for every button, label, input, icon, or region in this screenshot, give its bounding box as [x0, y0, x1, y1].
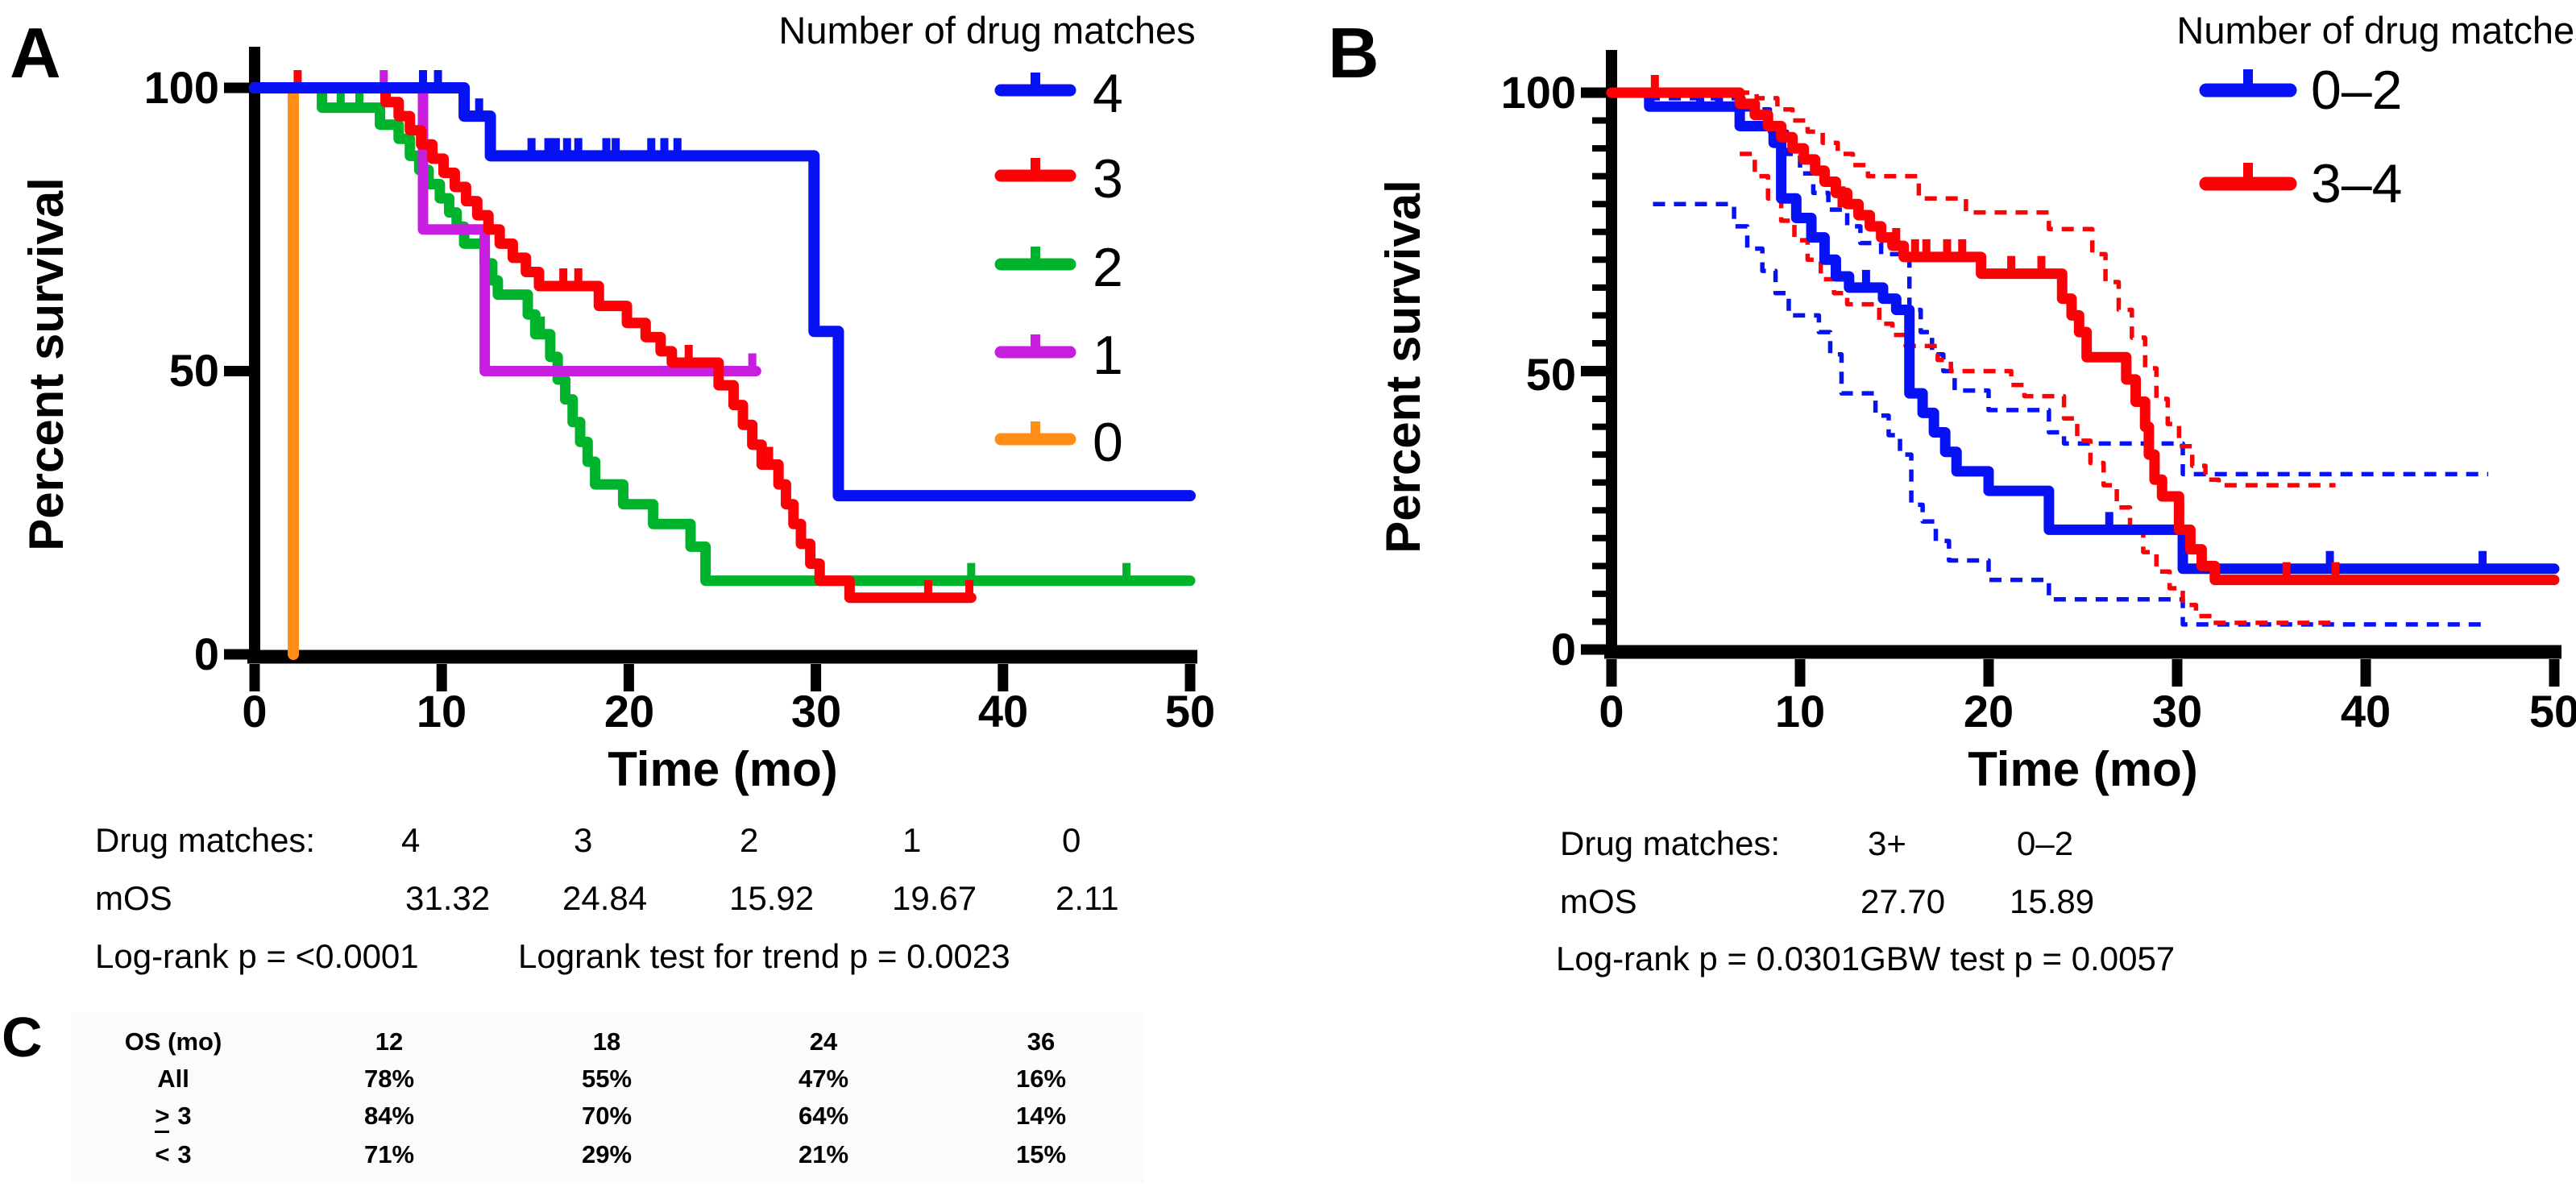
gte-number: 3: [177, 1102, 192, 1130]
panel-a-ytick-0: 0: [193, 629, 219, 679]
panel-a-stats-col-4: 4: [401, 821, 421, 859]
km-curve-3-matches: [249, 82, 977, 604]
panel-b-stats-col-3plus: 3+: [1868, 824, 1906, 862]
panel-a-xtick-30: 30: [790, 686, 842, 737]
panel-a-ytick-50: 50: [168, 345, 219, 396]
panel-a-stats-col-1: 1: [902, 821, 922, 859]
panel-a-label: A: [10, 13, 61, 93]
panel-a-stats-col-2: 2: [740, 821, 759, 859]
panel-a-legend-label-0: 0: [1093, 412, 1123, 473]
panel-a-legend-title: Number of drug matches: [778, 9, 1196, 52]
panel-a-y-axis-title: Percent survival: [19, 177, 73, 551]
os-table-cell: 55%: [581, 1065, 633, 1093]
os-table-cell: 29%: [581, 1140, 633, 1168]
os-table-header-24: 24: [809, 1027, 838, 1056]
panel-a-legend-label-3: 3: [1093, 148, 1123, 210]
panel-a-mos-2: 15.92: [729, 879, 815, 917]
km-curve-2-matches: [249, 82, 1196, 587]
panel-a-stats-drug-matches-label: Drug matches:: [95, 821, 316, 859]
os-table-header-36: 36: [1027, 1027, 1056, 1056]
panel-b-xtick-50: 50: [2528, 686, 2576, 737]
panel-a-legend-label-4: 4: [1093, 63, 1123, 124]
km-curve-0-2-upper-95-ci: [1612, 90, 2489, 477]
panel-a-logrank-p: Log-rank p = <0.0001: [95, 937, 419, 975]
panel-a-trend-p: Logrank test for trend p = 0.0023: [518, 937, 1010, 975]
km-curve-3-4-matches: [1606, 87, 2560, 586]
panel-a-xtick-50: 50: [1164, 686, 1216, 737]
os-table-cell: 15%: [1015, 1140, 1067, 1168]
km-curve-3-4-upper-95-ci: [1612, 90, 2336, 488]
os-table-header-18: 18: [592, 1027, 621, 1056]
os-table-cell: 70%: [581, 1102, 633, 1130]
panel-b-ytick-0: 0: [1550, 624, 1576, 674]
panel-b-xtick-40: 40: [2340, 686, 2391, 737]
panel-a-xtick-0: 0: [242, 686, 268, 737]
os-table-cell: 21%: [798, 1140, 849, 1168]
os-table-cell: 14%: [1015, 1102, 1067, 1130]
panel-a-plot: [224, 47, 1197, 691]
panel-a-mos-0: 2.11: [1056, 879, 1119, 917]
panel-a-mos-1: 19.67: [892, 879, 977, 917]
panel-a-xtick-10: 10: [416, 686, 467, 737]
os-table-row-all-label: All: [157, 1065, 189, 1093]
panel-a-mos-label: mOS: [95, 879, 172, 917]
panel-a-xtick-20: 20: [604, 686, 655, 737]
panel-b-stats-col-0-2: 0–2: [2017, 824, 2074, 862]
panel-b-plot: [1581, 50, 2561, 687]
os-table-cell: 78%: [363, 1065, 415, 1093]
km-curve-0-2-lower-95-ci: [1653, 201, 2489, 627]
os-table-cell: 16%: [1015, 1065, 1067, 1093]
panel-a-legend-label-2: 2: [1093, 237, 1123, 298]
panel-b-logrank-gbw-p: Log-rank p = 0.0301GBW test p = 0.0057: [1556, 940, 2176, 977]
panel-a-mos-4: 31.32: [405, 879, 491, 917]
panel-a-ytick-100: 100: [143, 62, 219, 113]
os-table-row-lt3-label: <3: [89, 1138, 258, 1172]
panel-b-x-axis-title: Time (mo): [1968, 742, 2198, 796]
os-table-cell: 71%: [363, 1140, 415, 1168]
panel-b-legend-label-3-4: 3–4: [2311, 153, 2403, 214]
panel-a-legend-label-1: 1: [1093, 325, 1123, 386]
panel-b-xtick-20: 20: [1963, 686, 2014, 737]
lt-number: 3: [177, 1140, 192, 1168]
panel-b-legend-label-0-2: 0–2: [2311, 60, 2403, 121]
panel-b-legend-title: Number of drug matches: [2176, 9, 2576, 52]
os-table-cell: 47%: [798, 1065, 849, 1093]
panel-a-xtick-40: 40: [977, 686, 1029, 737]
os-table-cell: 84%: [363, 1102, 415, 1130]
panel-b-stats-drug-matches-label: Drug matches:: [1560, 824, 1781, 862]
km-curve-1-match: [249, 82, 761, 376]
panel-a-x-axis-title: Time (mo): [608, 742, 838, 796]
panel-b-mos-0-2: 15.89: [2010, 882, 2095, 920]
os-table-header-12: 12: [375, 1027, 404, 1056]
panel-c-label: C: [2, 1006, 43, 1069]
km-curve-0-matches: [249, 82, 300, 660]
panel-b-mos-3plus: 27.70: [1860, 882, 1946, 920]
lt-operator: <: [155, 1140, 170, 1168]
os-table-header-label: OS (mo): [124, 1027, 222, 1056]
panel-a-stats-col-0: 0: [1062, 821, 1081, 859]
panel-b-label: B: [1328, 13, 1379, 93]
panel-c-table-background: [71, 1012, 1144, 1183]
km-curve-0-2-matches: [1606, 87, 2560, 575]
panel-b-y-axis-title: Percent survival: [1376, 180, 1430, 554]
os-table-cell: 64%: [798, 1102, 849, 1130]
gte-operator: >: [155, 1102, 170, 1133]
panel-b-xtick-0: 0: [1599, 686, 1624, 737]
panel-a-stats-col-3: 3: [574, 821, 593, 859]
km-curve-3-4-lower-95-ci: [1740, 151, 2336, 625]
panel-b-xtick-10: 10: [1774, 686, 1826, 737]
panel-a-mos-3: 24.84: [562, 879, 648, 917]
panel-b-ytick-50: 50: [1525, 349, 1576, 400]
os-table-row-gte3-label: >3: [89, 1099, 258, 1133]
panel-b-xtick-30: 30: [2151, 686, 2203, 737]
panel-b-mos-label: mOS: [1560, 882, 1637, 920]
panel-b-ytick-100: 100: [1500, 67, 1576, 118]
